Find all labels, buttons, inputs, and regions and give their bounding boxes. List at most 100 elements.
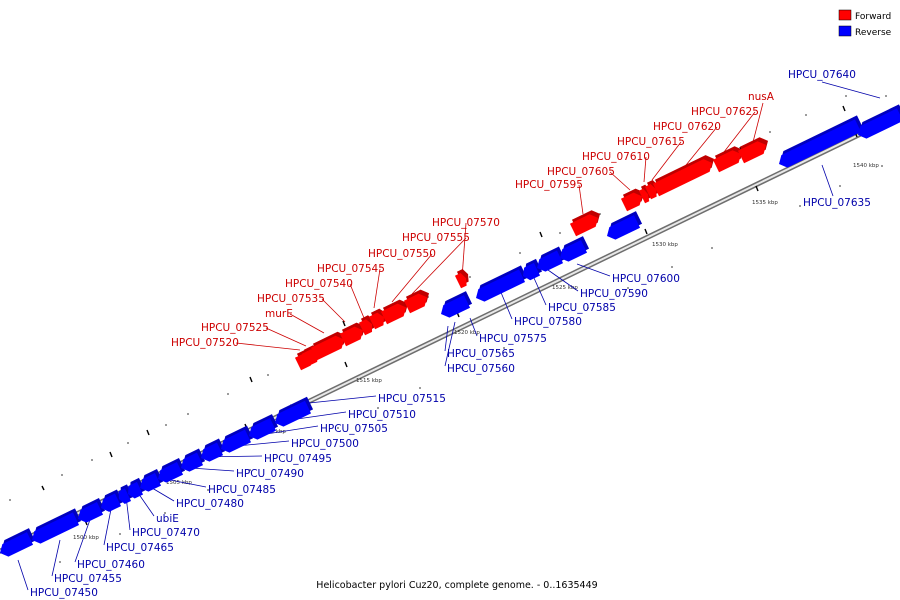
tick-label: 1520 kbp <box>454 330 480 336</box>
forward-gene-label[interactable]: HPCU_07620 <box>653 121 721 133</box>
forward-gene-arrow[interactable] <box>380 299 408 325</box>
forward-gene-arrow[interactable] <box>638 184 652 204</box>
reverse-gene-arrow[interactable] <box>779 115 864 168</box>
forward-gene-label[interactable]: HPCU_07525 <box>201 322 269 334</box>
forward-gene-label[interactable]: HPCU_07595 <box>515 179 583 191</box>
forward-gene-arrow[interactable] <box>569 210 600 237</box>
gene-arrow-face <box>358 319 373 336</box>
gene-label-leader-line <box>349 283 365 319</box>
reverse-gene-arrow[interactable] <box>201 438 226 462</box>
forward-gene-label[interactable]: HPCU_07610 <box>582 151 650 163</box>
gene-label-leader-line <box>499 289 513 320</box>
forward-gene-arrow[interactable] <box>310 331 346 361</box>
reverse-gene-arrow[interactable] <box>128 477 146 499</box>
scale-dots-lower <box>59 165 883 563</box>
forward-gene-label[interactable]: HPCU_07555 <box>402 232 470 244</box>
reverse-gene-label[interactable]: HPCU_07560 <box>447 363 515 375</box>
forward-gene-label[interactable]: nusA <box>748 91 775 103</box>
reverse-gene-label[interactable]: HPCU_07455 <box>54 573 122 585</box>
reverse-gene-arrow[interactable] <box>101 489 124 512</box>
reverse-gene-label[interactable]: HPCU_07565 <box>447 348 515 360</box>
reverse-gene-arrow[interactable] <box>78 498 106 523</box>
forward-gene-arrow[interactable] <box>737 137 768 164</box>
gene-label-leader-line <box>321 298 346 323</box>
reverse-gene-label[interactable]: HPCU_07635 <box>803 197 871 209</box>
gene-label-leaders <box>17 81 881 591</box>
reverse-gene-label[interactable]: HPCU_07500 <box>291 438 359 450</box>
reverse-gene-arrow[interactable] <box>275 396 314 427</box>
reverse-gene-label[interactable]: ubiE <box>156 513 179 525</box>
reverse-gene-label[interactable]: HPCU_07575 <box>479 333 547 345</box>
forward-gene-arrow[interactable] <box>339 322 365 347</box>
reverse-gene-label[interactable]: HPCU_07470 <box>132 527 200 539</box>
forward-gene-arrow[interactable] <box>620 188 644 212</box>
reverse-gene-arrow[interactable] <box>476 265 528 302</box>
reverse-gene-arrow[interactable] <box>607 211 643 240</box>
forward-gene-label[interactable]: HPCU_07535 <box>257 293 325 305</box>
reverse-gene-arrow[interactable] <box>523 258 543 281</box>
gene-arrow-face <box>607 215 641 240</box>
forward-gene-arrow[interactable] <box>454 268 469 289</box>
reverse-gene-label[interactable]: HPCU_07480 <box>176 498 244 510</box>
reverse-gene-label[interactable]: HPCU_07640 <box>788 69 856 81</box>
reverse-gene-arrow[interactable] <box>32 508 82 544</box>
gene-arrow-face <box>201 442 224 462</box>
reverse-gene-label[interactable]: HPCU_07580 <box>514 316 582 328</box>
gene-label-leader-line <box>681 126 718 171</box>
reverse-gene-arrow[interactable] <box>249 414 279 440</box>
reverse-gene-arrow[interactable] <box>181 448 206 472</box>
legend-reverse-swatch <box>838 25 852 37</box>
legend-forward-swatch <box>838 9 852 21</box>
reverse-gene-label[interactable]: HPCU_07450 <box>30 587 98 599</box>
reverse-gene-arrow[interactable] <box>537 246 566 272</box>
reverse-gene-label[interactable]: HPCU_07515 <box>378 393 446 405</box>
gene-label-leader-line <box>461 222 467 279</box>
reverse-gene-arrow[interactable] <box>221 425 254 453</box>
forward-gene-label[interactable]: HPCU_07625 <box>691 106 759 118</box>
reverse-gene-arrow[interactable] <box>118 484 134 504</box>
forward-gene-label[interactable]: HPCU_07520 <box>171 337 239 349</box>
reverse-gene-arrow[interactable] <box>158 458 186 483</box>
gene-label-leader-line <box>533 277 547 306</box>
reverse-gene-arrow[interactable] <box>0 528 36 557</box>
forward-gene-label[interactable]: HPCU_07545 <box>317 263 385 275</box>
reverse-gene-arrow[interactable] <box>441 291 473 318</box>
reverse-gene-arrow[interactable] <box>560 236 590 262</box>
gene-label-leader-line <box>265 327 307 347</box>
forward-gene-arrow[interactable] <box>652 155 714 197</box>
reverse-gene-label[interactable]: HPCU_07460 <box>77 559 145 571</box>
gene-arrow-face <box>441 295 471 318</box>
gene-arrow-face <box>560 240 588 262</box>
reverse-gene-label[interactable]: HPCU_07490 <box>236 468 304 480</box>
reverse-gene-label[interactable]: HPCU_07495 <box>264 453 332 465</box>
gene-label-leader-line <box>651 141 682 181</box>
forward-gene-label[interactable]: HPCU_07570 <box>432 217 500 229</box>
forward-gene-label[interactable]: HPCU_07615 <box>617 136 685 148</box>
forward-gene-arrow[interactable] <box>403 289 429 314</box>
gene-arrow-face <box>158 462 184 483</box>
reverse-gene-label[interactable]: HPCU_07485 <box>208 484 276 496</box>
gene-arrow-face <box>476 269 526 302</box>
gene-label-leader-line <box>576 263 611 277</box>
genome-caption: Helicobacter pylori Cuz20, complete geno… <box>316 580 597 591</box>
reverse-gene-label[interactable]: HPCU_07510 <box>348 409 416 421</box>
reverse-gene-arrow[interactable] <box>858 104 900 139</box>
reverse-gene-label[interactable]: HPCU_07600 <box>612 273 680 285</box>
reverse-gene-label[interactable]: HPCU_07585 <box>548 302 616 314</box>
reverse-gene-arrow[interactable] <box>140 468 164 492</box>
tick-label: 1535 kbp <box>752 200 778 206</box>
forward-gene-label[interactable]: HPCU_07550 <box>368 248 436 260</box>
forward-gene-label[interactable]: HPCU_07540 <box>285 278 353 290</box>
gene-arrow-face <box>569 214 598 237</box>
reverse-gene-label[interactable]: HPCU_07465 <box>106 542 174 554</box>
gene-arrow-face <box>249 418 277 440</box>
legend-forward-label: Forward <box>855 12 891 22</box>
gene-label-leader-line <box>469 317 478 337</box>
forward-gene-arrow[interactable] <box>712 146 743 173</box>
forward-gene-label[interactable]: HPCU_07605 <box>547 166 615 178</box>
reverse-gene-label[interactable]: HPCU_07590 <box>580 288 648 300</box>
tick-label: 1515 kbp <box>356 378 382 384</box>
forward-gene-label[interactable]: murE <box>265 308 293 320</box>
reverse-gene-label[interactable]: HPCU_07505 <box>320 423 388 435</box>
